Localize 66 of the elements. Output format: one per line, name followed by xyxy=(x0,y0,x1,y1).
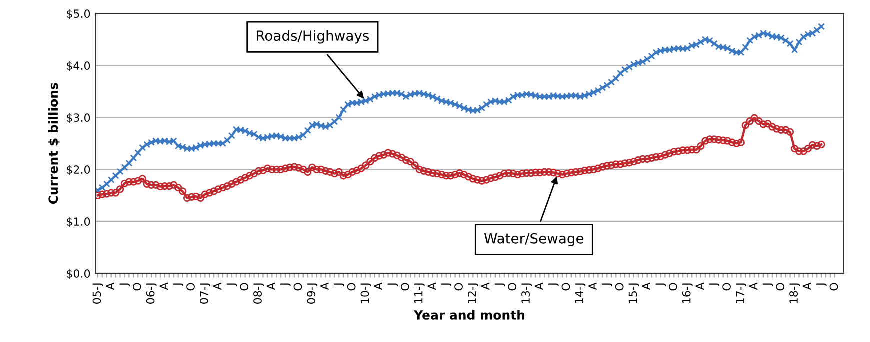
x-tick-label: J xyxy=(388,284,398,286)
y-axis-title: Current $ billions xyxy=(48,83,60,204)
x-tick-label: 08-J xyxy=(254,284,264,304)
x-tick-label: J xyxy=(441,284,452,286)
x-tick-label: 18-J xyxy=(790,284,800,304)
x-tick-label: O xyxy=(668,283,678,291)
y-tick-label: $5.0 xyxy=(67,9,90,20)
x-tick-label: A xyxy=(642,282,650,290)
x-tick-label: 16-J xyxy=(682,284,693,304)
x-tick-label: A xyxy=(535,282,544,290)
x-tick-label: J xyxy=(709,284,720,286)
y-tick-label: $2.0 xyxy=(67,165,90,176)
x-tick-label: A xyxy=(160,282,168,290)
x-tick-label: J xyxy=(334,284,344,286)
x-tick-label: O xyxy=(400,283,410,291)
x-tick-label: O xyxy=(722,283,731,291)
x-tick-label: O xyxy=(830,283,838,291)
x-tick-label: J xyxy=(120,284,130,286)
x-tick-label: A xyxy=(482,282,490,290)
x-tick-label: J xyxy=(602,284,612,286)
y-tick-label: $4.0 xyxy=(67,61,90,72)
x-tick-label: 05-J xyxy=(92,284,104,304)
x-tick-label: J xyxy=(494,284,506,286)
x-tick-label: J xyxy=(280,284,291,286)
x-tick-label: 07-J xyxy=(200,284,210,304)
x-tick-label: A xyxy=(267,282,276,290)
x-tick-label: J xyxy=(656,284,666,286)
x-tick-label: J xyxy=(173,284,184,286)
x-tick-label: 12-J xyxy=(468,284,478,304)
x-tick-label: 17-J xyxy=(736,284,746,304)
x-tick-label: O xyxy=(294,283,302,291)
x-tick-label: O xyxy=(776,283,785,291)
x-tick-label: J xyxy=(762,284,774,286)
x-tick-label: A xyxy=(428,282,436,290)
x-tick-label: 06-J xyxy=(146,284,157,304)
x-tick-label: J xyxy=(226,284,238,286)
x-tick-label: 13-J xyxy=(522,284,532,304)
x-tick-label: O xyxy=(132,283,142,291)
x-tick-label: 10-J xyxy=(360,284,372,304)
x-tick-label: O xyxy=(508,283,517,291)
x-tick-label: A xyxy=(106,282,114,290)
x-tick-label: 15-J xyxy=(628,284,640,304)
x-tick-label: 14-J xyxy=(575,284,586,304)
y-tick-label: $0.0 xyxy=(67,269,90,280)
x-tick-label: J xyxy=(548,284,559,286)
x-tick-label: O xyxy=(347,283,356,291)
x-tick-label: 09-J xyxy=(307,284,318,304)
x-tick-label: A xyxy=(750,282,758,290)
x-axis-title: Year and month xyxy=(414,310,525,320)
x-tick-label: A xyxy=(374,282,382,290)
text: Water/Sewage xyxy=(484,233,584,247)
x-tick-label: A xyxy=(320,282,329,290)
y-tick-label: $3.0 xyxy=(67,113,90,124)
x-tick-label: O xyxy=(454,283,463,291)
x-tick-label: J xyxy=(816,284,827,286)
x-tick-label: O xyxy=(615,283,624,291)
x-tick-label: A xyxy=(214,282,222,290)
x-tick-label: O xyxy=(186,283,195,291)
text: Roads/Highways xyxy=(257,30,370,44)
x-tick-label: O xyxy=(562,283,570,291)
x-tick-label: A xyxy=(696,282,704,290)
x-tick-label: A xyxy=(803,282,812,290)
x-tick-label: A xyxy=(588,282,597,290)
x-tick-label: 11-J xyxy=(414,284,425,304)
x-tick-label: O xyxy=(240,283,249,291)
y-tick-label: $1.0 xyxy=(67,217,90,228)
